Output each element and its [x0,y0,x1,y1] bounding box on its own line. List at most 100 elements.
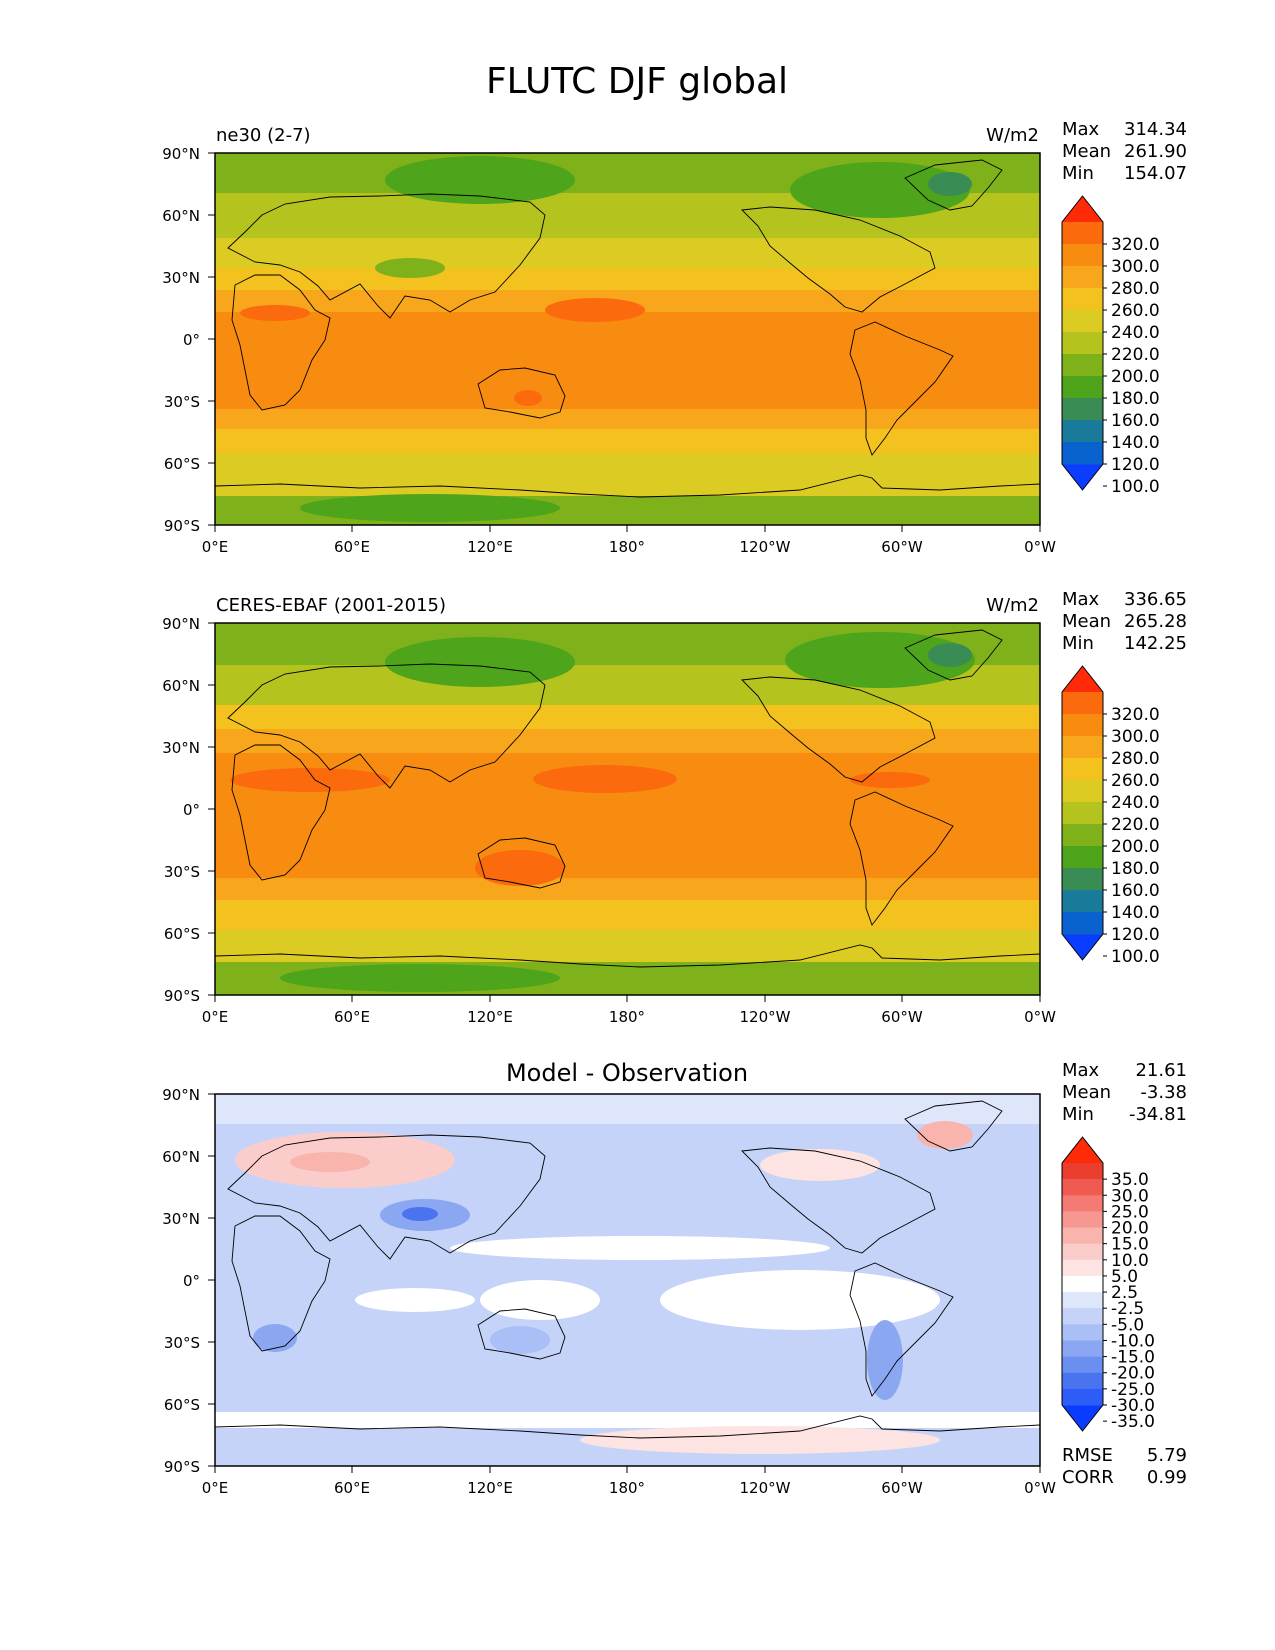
colorbar-extend-top [1062,1137,1103,1163]
colorbar-label: 200.0 [1111,367,1160,387]
stat-value-min: -34.81 [1129,1104,1187,1125]
samerica-negative [867,1320,903,1400]
colorbar-segment [1062,802,1103,825]
stat-label-mean: Mean [1062,611,1111,632]
lat-tick-label: 60°N [162,207,200,225]
lat-tick-label: 90°S [164,517,200,535]
colorbar-label: 100.0 [1111,477,1160,497]
colorbar-segment [1062,310,1103,333]
corr-label: CORR [1062,1467,1114,1488]
coast-australia [477,837,566,889]
colorbar-extend-top [1062,666,1103,692]
lat-axis: 90°N 60°N 30°N 0° 30°S 60°S 90°S [162,145,215,535]
colorbar-segment [1062,1179,1103,1196]
lat-tick-label: 90°S [164,987,200,1005]
lat-tick-label: 0° [183,801,200,819]
colorbar-extend-bottom [1062,464,1103,490]
coast-africa [231,744,331,881]
stats-box: Max 336.65 Mean 265.28 Min 142.25 [1062,589,1187,654]
colorbar-label: -25.0 [1111,1380,1155,1400]
colorbar-segment [1062,1259,1103,1277]
colorbar-segment [1062,1275,1103,1293]
colorbar-label: -15.0 [1111,1348,1155,1368]
southern-white-band [215,1412,1040,1428]
lon-tick-label: 180° [609,1008,645,1026]
greenland-teal [928,172,972,196]
lat-tick-label: 30°N [162,739,200,757]
colorbar-segment [1062,222,1103,245]
colorbar-segment [1062,376,1103,399]
colorbar-extend-bottom [1062,1405,1103,1431]
coast-south-america [849,791,954,926]
lon-axis: 0°E 60°E 120°E 180° 120°W 60°W 0°W [202,1466,1056,1497]
lon-tick-label: 0°W [1024,1479,1056,1497]
lon-tick-label: 60°E [334,1479,370,1497]
coast-eurasia [227,663,546,789]
colorbar-label: 180.0 [1111,389,1160,409]
coastlines [215,159,1040,498]
africa-subtropic [240,305,310,321]
lat-axis: 90°N 60°N 30°N 0° 30°S 60°S 90°S [162,615,215,1005]
antarctic-green [280,964,560,992]
coast-greenland [904,1100,1003,1152]
colorbar-label: -10.0 [1111,1331,1155,1351]
antarctic-green [300,494,560,522]
colorbar-extend-top [1062,196,1103,222]
lon-axis: 0°E 60°E 120°E 180° 120°W 60°W 0°W [202,525,1056,556]
rmse-value: 5.79 [1147,1445,1187,1466]
stat-label-min: Min [1062,163,1094,184]
figure-title: FLUTC DJF global [486,61,788,102]
colorbar-label: 240.0 [1111,323,1160,343]
lon-axis: 0°E 60°E 120°E 180° 120°W 60°W 0°W [202,995,1056,1026]
colorbar-label: 5.0 [1111,1267,1138,1287]
coast-antarctica [215,1415,1040,1439]
colorbar-label: 280.0 [1111,749,1160,769]
coast-australia [477,367,566,419]
colorbar-segment [1062,714,1103,737]
colorbar-segment [1062,1388,1103,1406]
band-subtropic-n [215,729,1040,753]
antarctic-edge [215,1450,615,1466]
australia-hot [514,390,542,406]
colorbar-label: 320.0 [1111,235,1160,255]
colorbar: 35.030.025.020.015.010.05.02.5-2.5-5.0-1… [1061,1136,1155,1432]
colorbar-label: 140.0 [1111,903,1160,923]
stat-value-max: 336.65 [1124,589,1187,610]
stat-value-min: 142.25 [1124,633,1187,654]
coast-north-america [741,206,936,313]
lat-axis: 90°N 60°N 30°N 0° 30°S 60°S 90°S [162,1086,215,1476]
colorbar-segment [1062,266,1103,289]
colorbar-label: 140.0 [1111,433,1160,453]
band-south-mid [215,900,1040,930]
pacific-white-south [480,1280,600,1320]
panel-title-left: CERES-EBAF (2001-2015) [216,595,446,616]
lat-tick-label: 60°N [162,1148,200,1166]
corr-value: 0.99 [1147,1467,1187,1488]
greenland-teal [928,643,972,667]
lon-tick-label: 0°E [202,1479,229,1497]
colorbar-label: -20.0 [1111,1364,1155,1384]
coast-australia [477,1308,566,1360]
colorbar-label: 200.0 [1111,837,1160,857]
coast-south-america [849,321,954,456]
colorbar-label: 320.0 [1111,705,1160,725]
siberia-green [385,156,575,204]
stats-box: Max 21.61 Mean -3.38 Min -34.81 [1062,1060,1187,1125]
colorbar-segment [1062,1243,1103,1261]
panel-title-center: Model - Observation [506,1059,748,1087]
band-south-high [215,454,1040,496]
stat-value-mean: -3.38 [1140,1082,1187,1103]
colorbar-outline [1061,665,1104,961]
coast-greenland [904,159,1003,211]
colorbar-label: -5.0 [1111,1315,1144,1335]
colorbar-label: -2.5 [1111,1299,1144,1319]
band-north-light [215,1094,1040,1124]
colorbar-segment [1062,846,1103,869]
lon-tick-label: 180° [609,538,645,556]
colorbar-extend-bottom [1062,934,1103,960]
lat-tick-label: 60°S [164,1396,200,1414]
lat-tick-label: 60°S [164,925,200,943]
stat-label-max: Max [1062,119,1100,140]
lon-tick-label: 0°E [202,1008,229,1026]
